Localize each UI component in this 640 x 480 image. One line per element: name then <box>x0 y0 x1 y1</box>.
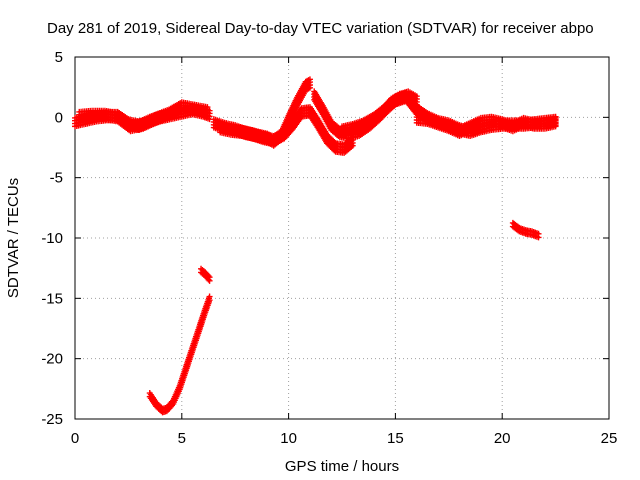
x-tick-label: 15 <box>387 430 404 447</box>
x-axis-label: GPS time / hours <box>285 458 399 475</box>
x-tick-label: 20 <box>494 430 511 447</box>
ticks: 0 5 10 15 20 25 5 0 -5 -10 -15 -20 -25 <box>41 49 617 447</box>
y-tick-label: -10 <box>41 230 63 247</box>
y-tick-label: -20 <box>41 351 63 368</box>
data-point <box>306 76 313 83</box>
y-axis-label: SDTVAR / TECUs <box>5 178 22 298</box>
y-tick-label: -5 <box>50 170 63 187</box>
x-tick-label: 25 <box>601 430 618 447</box>
series-seg-right <box>509 219 542 241</box>
y-tick-label: -25 <box>41 411 63 428</box>
x-tick-label: 5 <box>178 430 186 447</box>
chart-title: Day 281 of 2019, Sidereal Day-to-day VTE… <box>47 20 594 37</box>
y-tick-label: 5 <box>55 49 63 66</box>
data-point <box>204 104 211 111</box>
series-band-d <box>217 104 356 156</box>
data-point <box>206 274 213 281</box>
data-point <box>552 114 559 121</box>
y-tick-label: 0 <box>55 109 63 126</box>
series-band-b <box>76 99 211 135</box>
data-point <box>205 273 212 280</box>
series-seg-mid <box>198 265 213 284</box>
data-point <box>413 93 420 100</box>
data-point <box>535 230 542 237</box>
x-tick-label: 0 <box>71 430 79 447</box>
x-tick-label: 10 <box>280 430 297 447</box>
data-points <box>72 76 559 416</box>
series-band-g <box>413 111 559 140</box>
data-point <box>206 293 213 300</box>
y-tick-label: -15 <box>41 290 63 307</box>
series-curve-deep <box>146 293 213 416</box>
